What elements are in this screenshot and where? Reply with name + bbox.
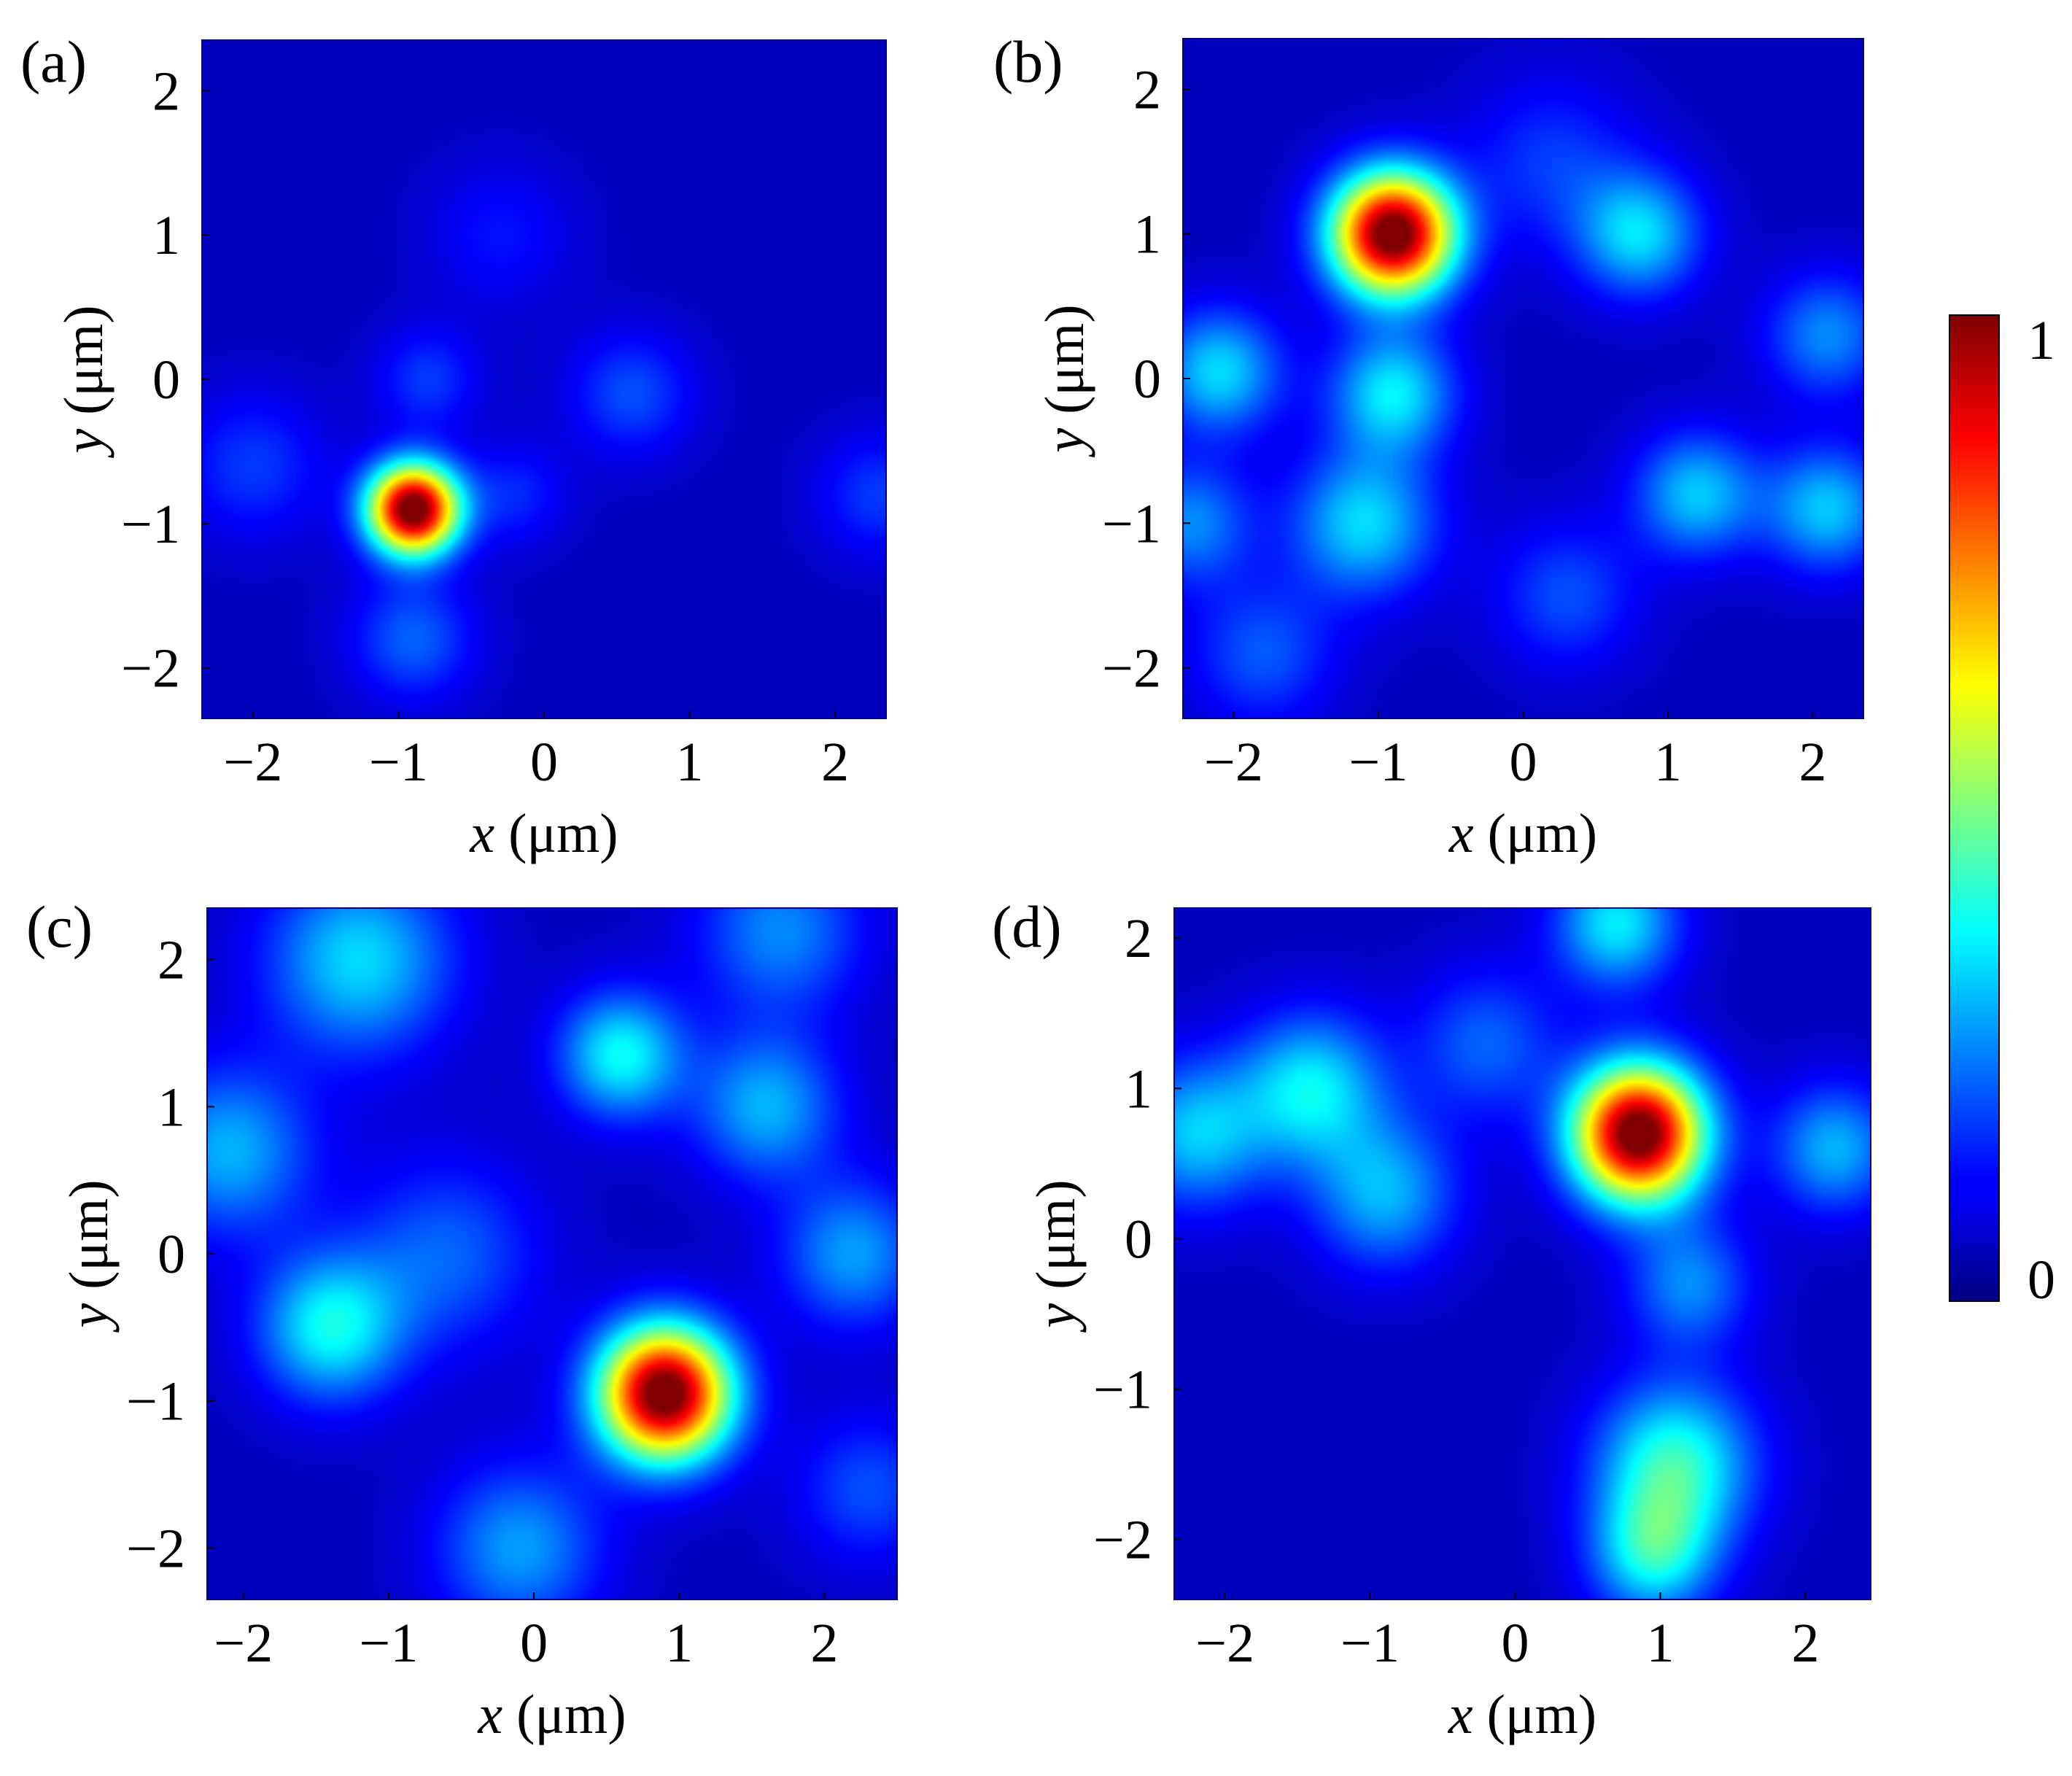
- x-tick-label-b: 0: [1510, 732, 1537, 793]
- y-tick-label-b: 1: [1133, 204, 1161, 265]
- x-axis-label-a: x (μm): [469, 803, 618, 864]
- plot-frame-d: [1173, 907, 1871, 1600]
- x-tick-label-b: −1: [1349, 732, 1408, 793]
- y-tick-label-d: 0: [1125, 1209, 1152, 1270]
- colorbar-min-label: 0: [2028, 1249, 2055, 1311]
- y-tick-label-b: 2: [1133, 59, 1161, 120]
- y-tick-label-b: −1: [1102, 493, 1161, 554]
- panel-d: −2 −1 0 1 2 −2 −1 0 1 2 x (μm) y (μm) (d): [992, 893, 1871, 1745]
- x-tick-label-c: −2: [214, 1613, 273, 1674]
- x-axis-label-b: x (μm): [1448, 803, 1597, 864]
- panel-label-d: (d): [992, 893, 1062, 960]
- panel-label-a: (a): [20, 28, 87, 95]
- y-tick-label-c: 0: [158, 1224, 185, 1285]
- heatmap-image-c: [207, 908, 897, 1599]
- y-tick-label-d: −2: [1093, 1510, 1152, 1571]
- colorbar-max-label: 1: [2028, 310, 2055, 371]
- x-tick-label-d: −2: [1195, 1613, 1254, 1674]
- x-tick-label-a: 2: [821, 732, 849, 793]
- y-tick-label-d: 1: [1125, 1058, 1152, 1120]
- x-tick-label-a: −1: [369, 732, 428, 793]
- x-tick-label-b: 1: [1654, 732, 1682, 793]
- x-tick-label-d: 2: [1791, 1613, 1819, 1674]
- panels: −2 −1 0 1 2 −2 −1 0 1 2 x (μm) y (μm) (a) −2 −1 0 1 2 −2 −1…: [20, 28, 1871, 1745]
- y-tick-label-d: 2: [1125, 908, 1152, 969]
- x-tick-label-d: 0: [1502, 1613, 1529, 1674]
- y-axis-label-d: y (μm): [1025, 1179, 1087, 1333]
- panel-label-b: (b): [993, 28, 1063, 95]
- y-tick-label-a: 2: [152, 61, 180, 122]
- y-tick-label-b: 0: [1133, 349, 1161, 410]
- x-axis-label-d: x (μm): [1448, 1684, 1596, 1745]
- colorbar-gradient: [1949, 314, 2000, 1302]
- x-axis-label-c: x (μm): [477, 1684, 626, 1745]
- y-tick-label-a: −2: [121, 638, 180, 699]
- heatmap-image-b: [1183, 39, 1863, 718]
- x-tick-label-a: 0: [530, 732, 558, 793]
- y-tick-label-c: 1: [158, 1077, 185, 1138]
- y-tick-label-d: −1: [1093, 1359, 1152, 1420]
- y-axis-label-a: y (μm): [53, 305, 115, 458]
- panel-b: −2 −1 0 1 2 −2 −1 0 1 2 x (μm) y (μm) (b): [993, 28, 1864, 864]
- heatmap-image-a: [202, 40, 886, 718]
- x-tick-label-b: 2: [1799, 732, 1827, 793]
- y-tick-label-c: −2: [126, 1518, 185, 1579]
- x-tick-label-b: −2: [1204, 732, 1263, 793]
- x-tick-label-c: −1: [360, 1613, 419, 1674]
- panel-a: −2 −1 0 1 2 −2 −1 0 1 2 x (μm) y (μm) (a): [20, 28, 887, 864]
- x-tick-label-d: −1: [1340, 1613, 1400, 1674]
- y-axis-label-b: y (μm): [1034, 304, 1095, 457]
- x-tick-label-a: 1: [676, 732, 704, 793]
- x-tick-label-a: −2: [223, 732, 282, 793]
- x-tick-label-c: 1: [665, 1613, 693, 1674]
- y-axis-label-c: y (μm): [58, 1179, 120, 1333]
- y-tick-label-b: −2: [1102, 638, 1161, 699]
- panel-label-c: (c): [26, 893, 93, 960]
- y-tick-label-c: 2: [158, 930, 185, 991]
- x-tick-label-c: 2: [810, 1613, 838, 1674]
- heatmap-image-d: [1174, 908, 1871, 1599]
- y-tick-label-a: −1: [121, 494, 180, 555]
- y-tick-label-a: 1: [152, 205, 180, 266]
- x-tick-label-c: 0: [520, 1613, 548, 1674]
- y-tick-label-a: 0: [152, 349, 180, 411]
- colorbar: 1 0: [1949, 310, 2055, 1311]
- y-tick-label-c: −1: [126, 1371, 185, 1432]
- x-tick-label-d: 1: [1647, 1613, 1675, 1674]
- panel-c: −2 −1 0 1 2 −2 −1 0 1 2 x (μm) y (μm) (c): [26, 893, 898, 1745]
